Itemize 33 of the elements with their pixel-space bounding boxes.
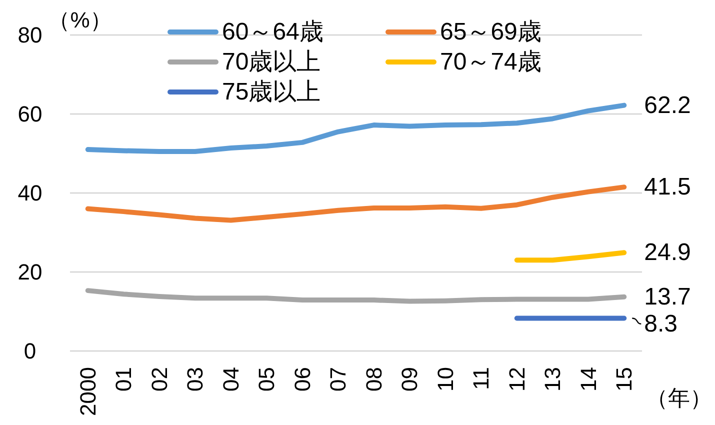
y-tick-label: 0 [24, 338, 36, 364]
y-axis-title: （%） [48, 8, 112, 32]
x-tick-label: 10 [432, 367, 458, 392]
legend-label: 75歳以上 [222, 78, 321, 106]
legend-label: 70歳以上 [222, 48, 321, 76]
x-tick-label: 09 [397, 367, 422, 392]
data-label: 41.5 [644, 174, 691, 201]
x-tick-label: 2000 [75, 367, 100, 416]
x-tick-label: 02 [146, 367, 172, 392]
x-tick-label: 15 [612, 367, 637, 392]
y-tick-label: 20 [18, 260, 42, 284]
x-tick-label: 01 [111, 367, 136, 392]
data-label: 8.3 [644, 310, 678, 338]
x-tick-label: 13 [540, 367, 566, 392]
legend-label: 70～74歳 [440, 48, 542, 76]
data-label: 13.7 [644, 283, 691, 310]
x-tick-label: 12 [504, 367, 530, 392]
x-axis-title: （年） [646, 386, 712, 410]
x-tick-label: 06 [290, 367, 315, 392]
x-tick-label: 05 [254, 367, 280, 392]
data-label: 62.2 [644, 92, 691, 119]
y-tick-label: 40 [18, 180, 42, 206]
x-tick-label: 03 [182, 367, 208, 392]
y-tick-label: 80 [18, 22, 42, 48]
legend-label: 65～69歳 [440, 18, 542, 46]
x-tick-label: 11 [468, 367, 494, 390]
x-tick-label: 08 [361, 367, 386, 392]
x-tick-label: 07 [326, 367, 351, 392]
x-tick-label: 14 [576, 367, 601, 392]
data-label: 24.9 [644, 239, 691, 266]
x-tick-label: 04 [218, 367, 244, 392]
y-tick-label: 60 [18, 102, 42, 126]
legend-label: 60～64歳 [222, 18, 324, 46]
